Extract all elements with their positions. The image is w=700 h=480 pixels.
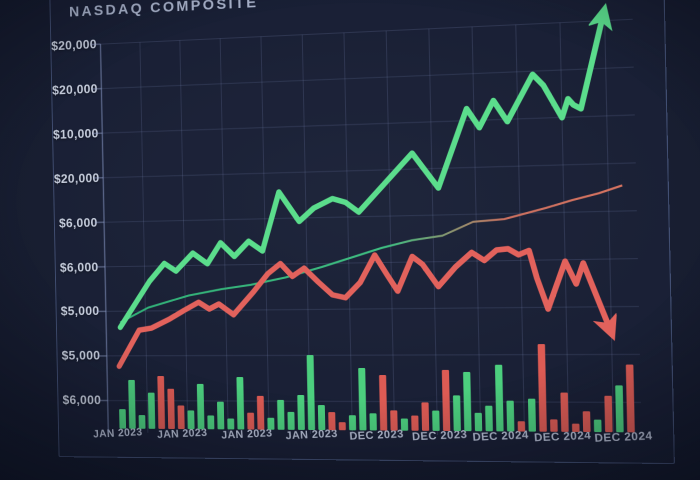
y-axis-tick-label: $10,000 [52,125,99,142]
volume-bar [593,419,602,433]
y-axis-tick-label: $20,000 [52,81,98,98]
volume-bar [571,423,580,432]
volume-bar [463,371,472,432]
volume-bars [119,344,635,433]
y-axis-tick-label: $20,000 [51,36,97,54]
volume-bar [411,415,419,431]
volume-bar [452,395,461,432]
volume-bar [287,411,295,430]
volume-bar [615,385,624,433]
volume-bar [527,398,537,432]
volume-bar [369,413,377,431]
volume-bar [297,394,305,430]
volume-bar [177,405,185,430]
volume-bar [317,404,325,430]
volume-bar [207,415,215,430]
y-axis-tick-label: $5,000 [61,348,101,363]
volume-bar [138,415,146,429]
volume-bar [560,392,569,432]
volume-bar [506,400,515,432]
volume-bar [338,422,346,431]
chart-panel: NASDAQ COMPOSITE $20,000 $20,000 $10,000 $2… [48,0,675,464]
volume-bar [227,418,235,430]
volume-bar [128,379,136,429]
y-axis-tick-label: $5,000 [60,303,100,319]
volume-bar [379,375,388,431]
volume-bar [390,410,398,431]
volume-bar [625,364,635,433]
volume-bar [517,421,526,432]
volume-bar [485,405,493,432]
volume-bar [550,419,558,432]
volume-bar [474,412,483,432]
volume-bar [582,411,591,433]
volume-bar [604,395,613,433]
volume-bar [441,369,451,432]
volume-bar [216,401,225,430]
volume-bar [277,399,285,430]
chart-svg [100,0,642,447]
volume-bar [400,418,409,431]
volume-bar [267,417,275,430]
volume-bar [187,410,195,430]
volume-bar [167,388,175,429]
volume-bar [256,395,265,430]
volume-bar [196,383,205,430]
volume-bar [327,411,335,430]
volume-bar [307,355,316,431]
y-axis-tick-label: $6,000 [62,392,102,408]
volume-bar [247,412,255,430]
y-axis-tick-label: $20,000 [53,170,100,186]
y-axis-tick-label: $6,000 [59,259,99,275]
volume-bar [348,415,357,431]
volume-bar [494,364,504,432]
volume-bar [119,409,127,429]
y-axis-tick-label: $6,000 [58,214,98,230]
volume-bar [358,367,367,431]
volume-bar [537,344,547,432]
volume-bar [236,377,245,430]
volume-bar [432,410,440,431]
volume-bar [157,376,166,429]
y-axis-line [100,44,108,432]
volume-bar [421,402,430,431]
grid-lines [91,19,642,436]
volume-bar [147,392,156,429]
